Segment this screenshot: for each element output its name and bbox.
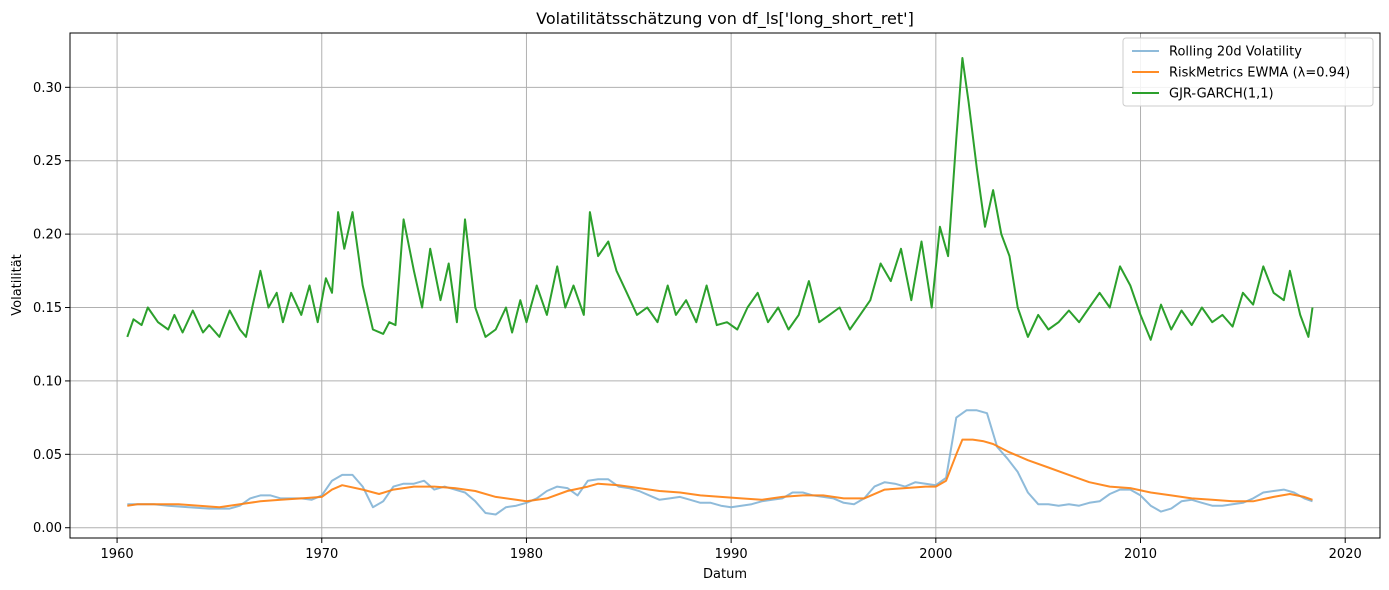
x-tick-label: 2020 (1329, 547, 1362, 562)
x-tick-label: 1990 (715, 547, 748, 562)
y-tick-label: 0.25 (33, 154, 62, 169)
x-tick-label: 2010 (1124, 547, 1157, 562)
x-axis-label: Datum (703, 567, 747, 582)
series-line-2 (127, 438, 1313, 509)
y-tick-label: 0.00 (33, 521, 62, 536)
series-line-1 (127, 409, 1313, 516)
x-tick-label: 2000 (919, 547, 952, 562)
y-tick-label: 0.15 (33, 301, 62, 316)
axes-frame (69, 32, 1381, 539)
x-tick-label: 1970 (305, 547, 338, 562)
y-tick-label: 0.20 (33, 228, 62, 243)
chart-title: Volatilitätsschätzung von df_ls['long_sh… (536, 9, 914, 29)
y-tick-label: 0.10 (33, 374, 62, 389)
plot-area: 1960 1970 1980 1990 2000 2010 2020 0.00 0.05 0.10… (33, 32, 1381, 562)
y-tick-label: 0.30 (33, 81, 62, 96)
legend-label: RiskMetrics EWMA (λ=0.94) (1169, 66, 1350, 81)
axis-ticks: 1960 1970 1980 1990 2000 2010 2020 0.00 0.05 0.10… (33, 81, 1362, 562)
legend-label: GJR-GARCH(1,1) (1169, 87, 1274, 102)
series-lines (126, 57, 1314, 516)
y-tick-label: 0.05 (33, 448, 62, 463)
x-tick-label: 1960 (101, 547, 134, 562)
legend: Rolling 20d Volatility RiskMetrics EWMA (… (1122, 37, 1374, 107)
legend-label: Rolling 20d Volatility (1169, 45, 1302, 60)
legend-box (1122, 37, 1374, 107)
y-axis-label: Volatilität (10, 254, 25, 316)
x-tick-label: 1980 (510, 547, 543, 562)
series-line-3 (126, 57, 1314, 341)
